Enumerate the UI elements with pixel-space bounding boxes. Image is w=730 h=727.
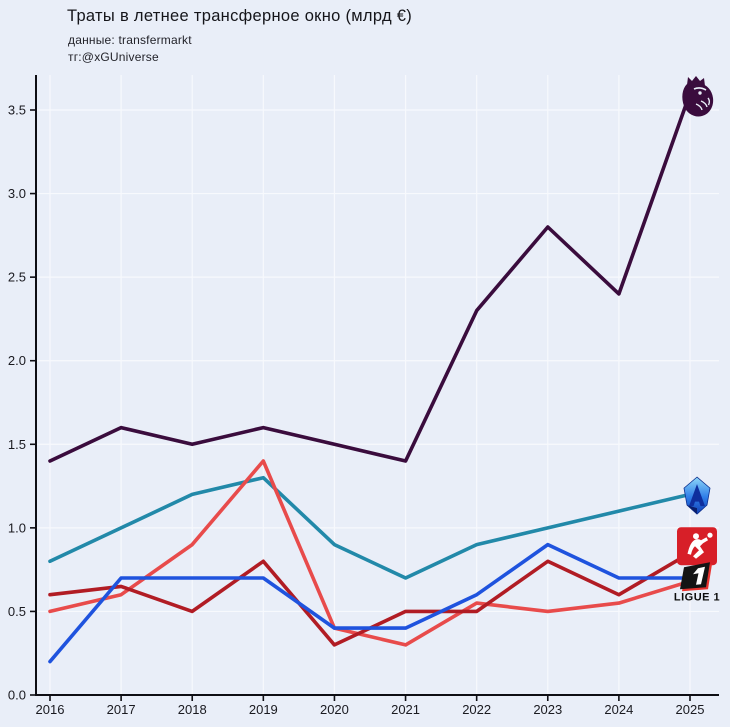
serie-a-logo <box>683 476 711 515</box>
x-tick-label: 2016 <box>36 702 65 717</box>
chart-title: Траты в летнее трансферное окно (млрд €) <box>67 7 413 25</box>
x-tick-label: 2022 <box>462 702 491 717</box>
ligue1-black-mark <box>680 562 710 590</box>
y-tick-label: 1.5 <box>8 437 26 452</box>
x-tick-label: 2018 <box>178 702 207 717</box>
plot-layer: 0.0 0.5 1.0 1.5 2.0 2.5 3.0 3.5 2016 2017 2018 2019… <box>8 75 719 717</box>
lion-muzzle <box>695 97 711 111</box>
x-tick-label: 2021 <box>391 702 420 717</box>
player-head <box>693 533 699 540</box>
telegram-credit-line: тг:@xGUniverse <box>68 50 159 64</box>
serie-a-line <box>48 475 692 580</box>
lion-eye <box>698 91 702 95</box>
premier-league-logo <box>682 76 714 117</box>
serie-a-letter-a <box>689 484 705 507</box>
serie-a-tip <box>687 505 697 515</box>
y-tick-label: 3.5 <box>8 103 26 118</box>
lion-brow <box>693 87 707 91</box>
x-tick-label: 2017 <box>107 702 136 717</box>
ligue-1-logo: LIGUE 1 <box>674 562 720 603</box>
x-tick-label: 2024 <box>604 702 633 717</box>
y-tick-label: 0.0 <box>8 688 26 703</box>
ball-icon <box>707 532 713 538</box>
x-tick-label: 2025 <box>676 702 705 717</box>
data-source-line: данные: transfermarkt <box>68 33 192 47</box>
y-tick-label: 1.0 <box>8 520 26 535</box>
bundesliga-logo <box>677 527 717 566</box>
la-liga-line <box>48 459 692 647</box>
ligue1-wordmark: LIGUE 1 <box>674 591 720 603</box>
x-tick-label: 2019 <box>249 702 278 717</box>
y-tick-label: 0.5 <box>8 604 26 619</box>
player-silhouette-icon <box>687 537 708 559</box>
lion-head-icon <box>682 81 714 117</box>
x-tick-label: 2020 <box>320 702 349 717</box>
y-tick-label: 2.0 <box>8 353 26 368</box>
ligue-1-line <box>48 542 692 664</box>
ligue1-numeral-one <box>693 566 705 585</box>
premier-league-line <box>48 91 692 463</box>
x-tick-label: 2023 <box>533 702 562 717</box>
y-tick-label: 2.5 <box>8 270 26 285</box>
y-tick-label: 3.0 <box>8 186 26 201</box>
